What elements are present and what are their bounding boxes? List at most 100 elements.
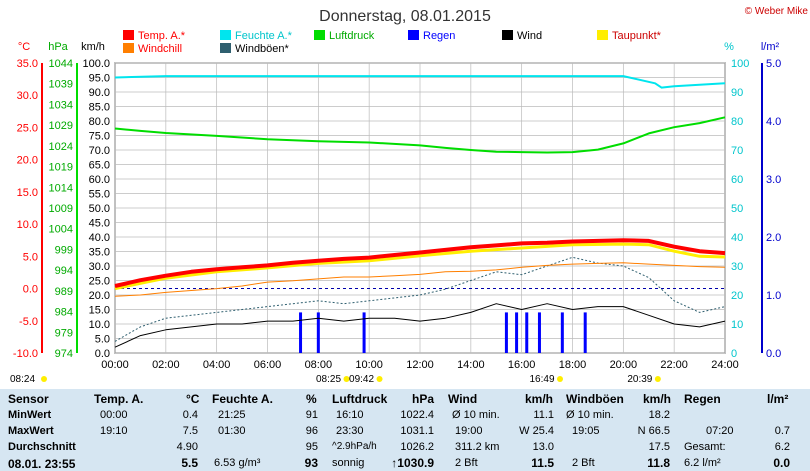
humidity-tick-label: 70	[731, 145, 743, 157]
marker-dot	[41, 376, 47, 382]
gust-min: 18.2	[648, 409, 670, 421]
speed-tick-label: 30.0	[89, 261, 110, 273]
chart-markers: 08:24 08:25 09:42 16:49 20:39	[10, 374, 661, 385]
temp-tick-label: 25.0	[17, 122, 38, 134]
x-tick-label: 12:00	[406, 359, 434, 371]
pressure-tick-label: 989	[55, 286, 73, 298]
temp-tick-label: -5.0	[19, 316, 38, 328]
legend-label: Windböen*	[235, 43, 290, 55]
legend-label: Windchill	[138, 43, 182, 55]
chart-axes: 35.0 30.0 25.0 20.0 15.0 10.0 5.0 0.0 -5.0 -10.0 1…	[13, 58, 781, 371]
speed-tick-label: 85.0	[89, 102, 110, 114]
humidity-tick-label: 20	[731, 290, 743, 302]
legend-swatch	[123, 30, 134, 40]
gust-current: 11.8	[647, 456, 670, 470]
temp-axis-unit: °C	[18, 41, 30, 53]
header-temp: Temp. A.	[94, 392, 144, 406]
x-tick-label: 02:00	[152, 359, 180, 371]
hum-abs: 6.53 g/m³	[214, 457, 261, 469]
series-line	[114, 303, 726, 348]
legend-swatch	[123, 43, 134, 53]
header-press: Luftdruck	[332, 392, 388, 406]
pressure-tick-label: 1044	[49, 58, 73, 70]
chart-title: Donnerstag, 08.01.2015	[319, 8, 491, 25]
x-tick-label: 08:00	[305, 359, 333, 371]
pressure-tick-label: 1004	[49, 224, 73, 236]
humidity-tick-label: 30	[731, 261, 743, 273]
gust-min-label: Ø 10 min.	[566, 409, 614, 421]
marker-label: 08:24	[10, 374, 35, 385]
rain-bar	[362, 312, 366, 353]
row-label-max: MaxWert	[8, 425, 54, 437]
speed-tick-label: 25.0	[89, 276, 110, 288]
pressure-tick-label: 994	[55, 265, 73, 277]
temp-min: 0.4	[182, 409, 198, 421]
legend-label: Luftdruck	[329, 30, 375, 42]
speed-tick-label: 95.0	[89, 73, 110, 85]
chart-grid	[114, 62, 726, 354]
wind-bft: 2 Bft	[455, 457, 478, 469]
x-tick-label: 16:00	[508, 359, 536, 371]
rain-tick-label: 0.0	[766, 348, 781, 360]
x-tick-label: 14:00	[457, 359, 485, 371]
series-line	[114, 242, 726, 291]
x-tick-label: 18:00	[559, 359, 587, 371]
press-avg: 1026.2	[400, 441, 434, 453]
temp-max-time: 19:10	[100, 425, 128, 437]
header-hum-unit: %	[306, 392, 317, 406]
gust-bft: 2 Bft	[572, 457, 595, 469]
pressure-tick-label: 984	[55, 307, 73, 319]
rain-current-label: 6.2 l/m²	[684, 457, 721, 469]
wind-max-time: 19:00	[455, 425, 483, 437]
header-gust: Windböen	[566, 392, 624, 406]
rain-bar	[515, 312, 519, 353]
rain-tick-label: 5.0	[766, 58, 781, 70]
x-tick-label: 20:00	[610, 359, 638, 371]
speed-tick-label: 75.0	[89, 131, 110, 143]
temp-tick-label: 10.0	[17, 219, 38, 231]
legend-label: Taupunkt*	[612, 30, 662, 42]
gust-avg: 17.5	[648, 441, 670, 453]
temp-tick-label: 15.0	[17, 187, 38, 199]
wind-max: W 25.4	[519, 425, 554, 437]
humidity-tick-label: 90	[731, 87, 743, 99]
x-tick-label: 22:00	[660, 359, 688, 371]
press-current: ↑1030.9	[391, 456, 434, 470]
temp-tick-label: -10.0	[13, 348, 38, 360]
marker-dot	[654, 376, 661, 382]
x-tick-label: 06:00	[254, 359, 282, 371]
humidity-axis-unit: %	[724, 41, 734, 53]
series-line	[114, 238, 726, 288]
x-tick-label: 10:00	[355, 359, 383, 371]
hum-min-time: 21:25	[218, 409, 246, 421]
speed-tick-label: 90.0	[89, 87, 110, 99]
hum-current: 93	[304, 456, 318, 470]
weather-chart: Donnerstag, 08.01.2015 © Weber Mike Temp…	[10, 6, 808, 385]
speed-tick-label: 100.0	[82, 58, 110, 70]
marker-dot	[343, 376, 350, 382]
humidity-tick-label: 40	[731, 232, 743, 244]
pressure-tick-label: 1024	[49, 141, 73, 153]
press-min: 1022.4	[400, 409, 434, 421]
speed-tick-label: 0.0	[95, 348, 110, 360]
rain-bar	[537, 312, 541, 353]
marker-dot	[376, 376, 383, 382]
header-wind-unit: km/h	[525, 392, 554, 406]
temp-tick-label: 35.0	[17, 58, 38, 70]
hum-max: 96	[305, 425, 318, 437]
legend-swatch	[597, 30, 608, 40]
speed-tick-label: 15.0	[89, 305, 110, 317]
legend-swatch	[220, 43, 231, 53]
pressure-tick-label: 1009	[49, 203, 73, 215]
wind-distance: 311.2 km	[455, 441, 500, 453]
header-gust-unit: km/h	[643, 392, 672, 406]
header-rain: Regen	[684, 392, 721, 406]
chart-series	[114, 75, 726, 353]
hum-avg: 95	[305, 441, 318, 453]
speed-tick-label: 60.0	[89, 174, 110, 186]
humidity-tick-label: 60	[731, 174, 743, 186]
rain-max: 0.7	[774, 425, 790, 437]
axis-unit-labels: °C hPa km/h % l/m²	[18, 41, 780, 53]
rain-bar	[299, 312, 303, 353]
rain-total: 6.2	[774, 441, 790, 453]
